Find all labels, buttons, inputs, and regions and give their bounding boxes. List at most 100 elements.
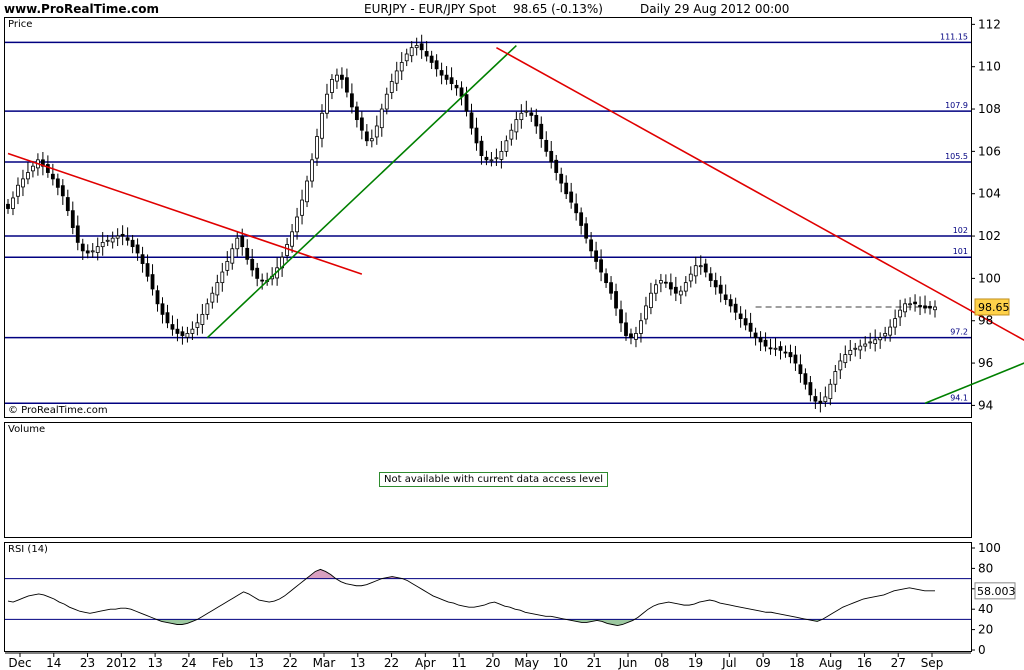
uptrend-line [924,362,1024,405]
time-axis-label: 18 [789,656,804,670]
candle-body [285,244,289,256]
candle-body [634,333,638,340]
candle-body [863,343,868,347]
candle-body [394,70,399,84]
candle-body [45,164,50,173]
candle-body [768,347,773,350]
candle-body [100,242,105,248]
candle-body [384,93,389,110]
candle-body [140,254,145,264]
candle-body [649,292,653,309]
candle-body [574,203,579,214]
level-label: 111.15 [940,32,968,41]
candle-body [444,74,449,80]
time-axis-label: 16 [857,656,872,670]
time-axis-label: May [514,656,539,670]
candle-body [683,282,688,292]
candle-body [778,346,783,351]
candle-body [718,284,723,294]
candle-body [673,286,678,294]
brand-label[interactable]: www.ProRealTime.com [4,2,159,16]
candle-body [354,106,359,121]
rsi-panel[interactable]: RSI (14) [4,542,972,652]
candle-body [519,112,524,121]
candle-body [604,273,608,284]
candle-body [509,129,514,140]
candle-body [340,74,344,80]
candle-body [738,313,743,320]
candle-body [594,250,598,262]
candle-body [310,159,314,182]
rsi-last-value-badge [974,582,1016,600]
time-axis-label: 23 [80,656,95,670]
candle-body [75,225,80,243]
candle-body [165,312,170,324]
candle-body [295,216,299,233]
time-axis-label: Dec [8,656,31,670]
rsi-panel-title: RSI (14) [8,544,48,555]
candle-body [534,114,539,127]
candle-body [878,337,883,341]
candle-body [629,333,633,339]
level-label: 94.1 [950,393,968,402]
volume-panel[interactable]: Volume Not available with current data a… [4,422,972,538]
candle-body [624,322,628,336]
candle-body [479,140,484,157]
candle-body [424,51,429,57]
candle-body [21,178,25,188]
candle-body [65,197,70,212]
price-panel[interactable]: Price © ProRealTime.com [4,17,972,418]
candle-body [494,157,499,160]
candle-body [315,136,319,159]
chart-header: www.ProRealTime.com EURJPY - EUR/JPY Spo… [0,0,1024,17]
candle-body [743,318,748,326]
candle-body [584,223,589,239]
last-change-label: 98.65 (-0.13%) [513,2,603,16]
candle-body [539,123,544,140]
candle-body [330,78,334,93]
candle-body [763,339,768,347]
candle-body [728,299,733,307]
candle-body [454,84,459,89]
price-axis-label: 108 [978,102,1001,116]
candle-body [654,284,658,294]
price-axis-label: 100 [978,271,1001,285]
candle-body [145,263,150,277]
candle-body [549,150,554,163]
price-axis-label: 112 [978,17,1001,31]
candle-body [908,303,912,306]
candle-body [85,250,90,254]
candle-body [489,159,494,162]
candle-body [31,165,35,172]
candle-body [205,303,210,315]
candle-body [733,303,738,313]
candle-body [703,263,708,273]
candle-body [564,182,569,195]
candle-body [110,237,115,243]
candle-body [903,303,907,313]
rsi-last-value-label: 58.003 [977,585,1016,598]
time-axis-label: 08 [654,656,669,670]
candle-body [783,351,788,354]
candle-body [449,77,454,85]
time-axis-label: 13 [350,656,365,670]
candle-body [688,273,693,282]
candle-body [843,354,848,364]
candle-body [70,210,75,228]
candle-body [374,125,379,138]
candle-body [220,271,225,284]
price-axis-label: 94 [978,398,993,412]
candle-body [853,347,858,350]
candle-body [120,233,125,237]
candle-body [888,326,893,336]
candle-body [753,332,758,339]
candle-body [6,203,10,209]
candle-body [290,231,294,247]
candle-body [125,237,130,241]
candle-body [364,131,369,142]
price-axis-label: 104 [978,187,1001,201]
candle-body [833,371,838,385]
volume-panel-title: Volume [8,424,46,435]
candle-body [658,280,663,284]
